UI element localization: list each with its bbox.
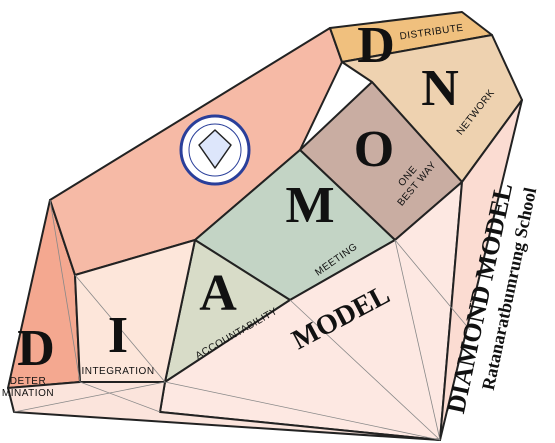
- facet-letter: N: [421, 60, 459, 117]
- diamond-diagram: MODEL DIAMOND MODEL Ratanaratbumrung Sch…: [0, 0, 555, 443]
- facet-letter: O: [354, 121, 394, 178]
- facet-word: MINATION: [2, 388, 54, 399]
- school-logo: [181, 116, 249, 184]
- facet-letter: D: [17, 320, 55, 377]
- facet-letter: D: [357, 17, 395, 74]
- facet-word: INTEGRATION: [81, 366, 154, 377]
- facet-word: DETER: [10, 376, 46, 387]
- facet-letter: I: [108, 307, 128, 364]
- facet-letter: M: [285, 177, 334, 234]
- facet-letter: A: [199, 265, 237, 322]
